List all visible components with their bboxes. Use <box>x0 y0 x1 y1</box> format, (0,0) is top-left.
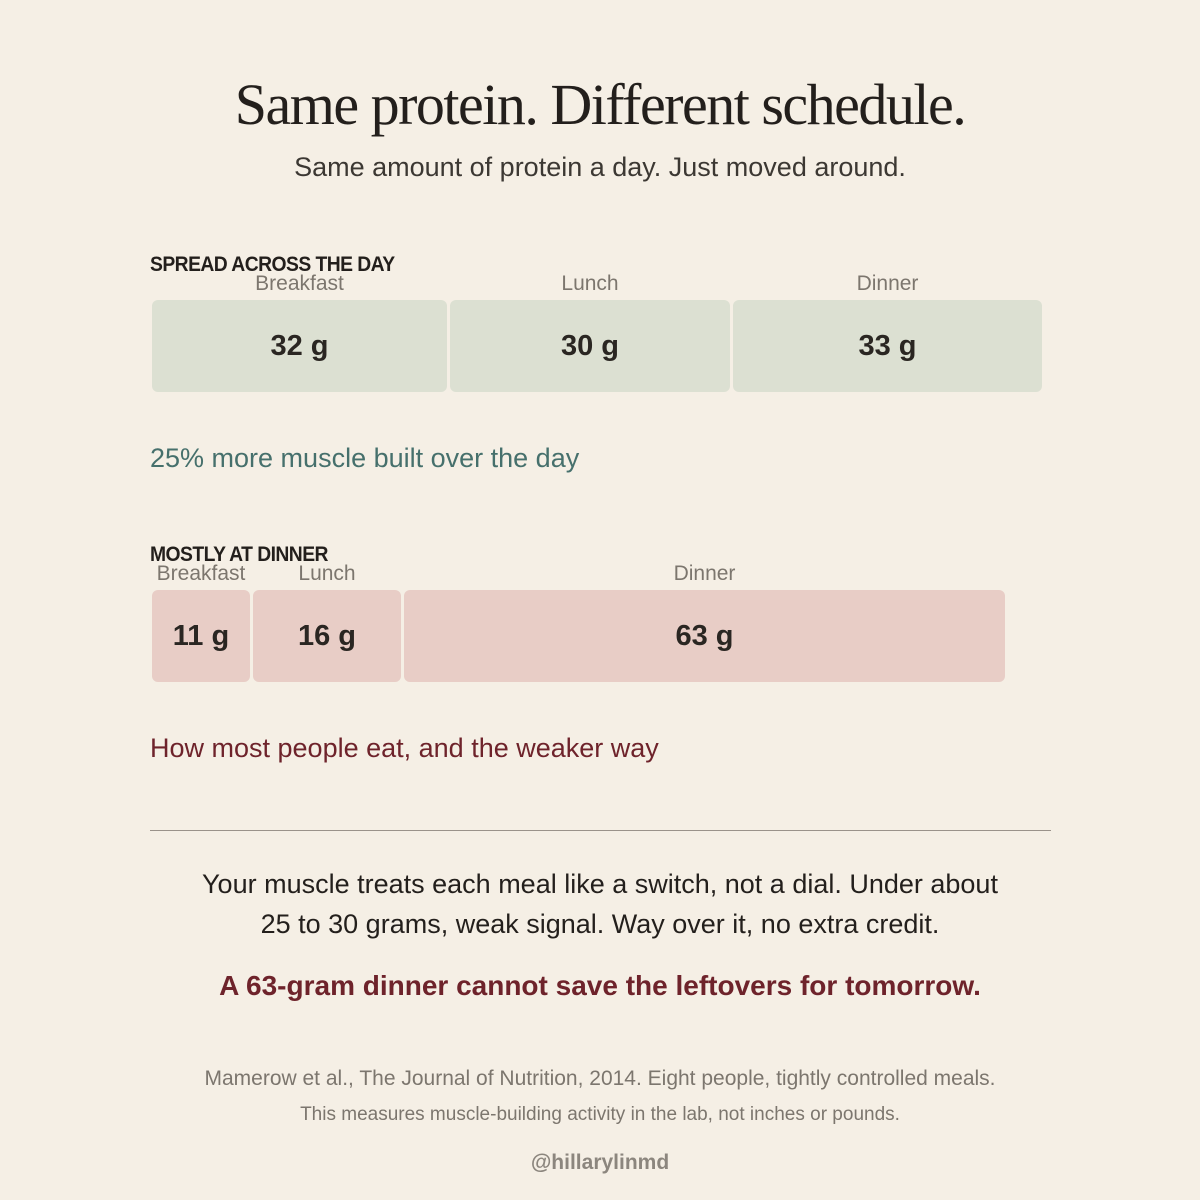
page-title: Same protein. Different schedule. <box>234 72 967 137</box>
spread-outcome: 25% more muscle built over the day <box>150 443 580 473</box>
dinner-heavy-bar-lunch: 16 g <box>253 590 401 682</box>
spread-meal-label-breakfast: Breakfast <box>255 272 344 295</box>
explanation-line-2: 25 to 30 grams, weak signal. Way over it… <box>260 909 940 939</box>
dinner-heavy-meal-label-breakfast: Breakfast <box>156 562 246 585</box>
page-subtitle: Same amount of protein a day. Just moved… <box>294 152 906 182</box>
explanation-kicker: A 63-gram dinner cannot save the leftove… <box>219 970 981 1001</box>
citation: Mamerow et al., The Journal of Nutrition… <box>204 1067 996 1090</box>
spread-bar-lunch: 30 g <box>450 300 730 392</box>
spread-bar-dinner-value: 33 g <box>858 329 917 362</box>
dinner-heavy-outcome: How most people eat, and the weaker way <box>150 733 659 763</box>
section-label-dinner-heavy: MOSTLY AT DINNER <box>150 543 329 566</box>
explanation-line-1: Your muscle treats each meal like a swit… <box>202 869 998 899</box>
section-divider <box>150 830 1051 831</box>
spread-bar-breakfast: 32 g <box>152 300 447 392</box>
section-label-spread: SPREAD ACROSS THE DAY <box>150 253 395 276</box>
dinner-heavy-bar-lunch-value: 16 g <box>297 619 357 652</box>
spread-meal-label-dinner: Dinner <box>856 272 919 295</box>
dinner-heavy-bar-dinner: 63 g <box>404 590 1005 682</box>
citation-note: This measures muscle-building activity i… <box>300 1104 900 1125</box>
dinner-heavy-bar-breakfast: 11 g <box>152 590 250 682</box>
dinner-heavy-meal-label-lunch: Lunch <box>298 562 356 585</box>
dinner-heavy-bar-dinner-value: 63 g <box>675 619 734 652</box>
dinner-heavy-meal-label-dinner: Dinner <box>673 562 736 585</box>
author-handle: @hillarylinmd <box>530 1151 670 1174</box>
spread-bar-breakfast-value: 32 g <box>270 329 329 362</box>
dinner-heavy-bar-breakfast-value: 11 g <box>172 619 230 652</box>
spread-bar-dinner: 33 g <box>733 300 1042 392</box>
spread-bar-lunch-value: 30 g <box>560 329 620 362</box>
spread-meal-label-lunch: Lunch <box>561 272 619 295</box>
